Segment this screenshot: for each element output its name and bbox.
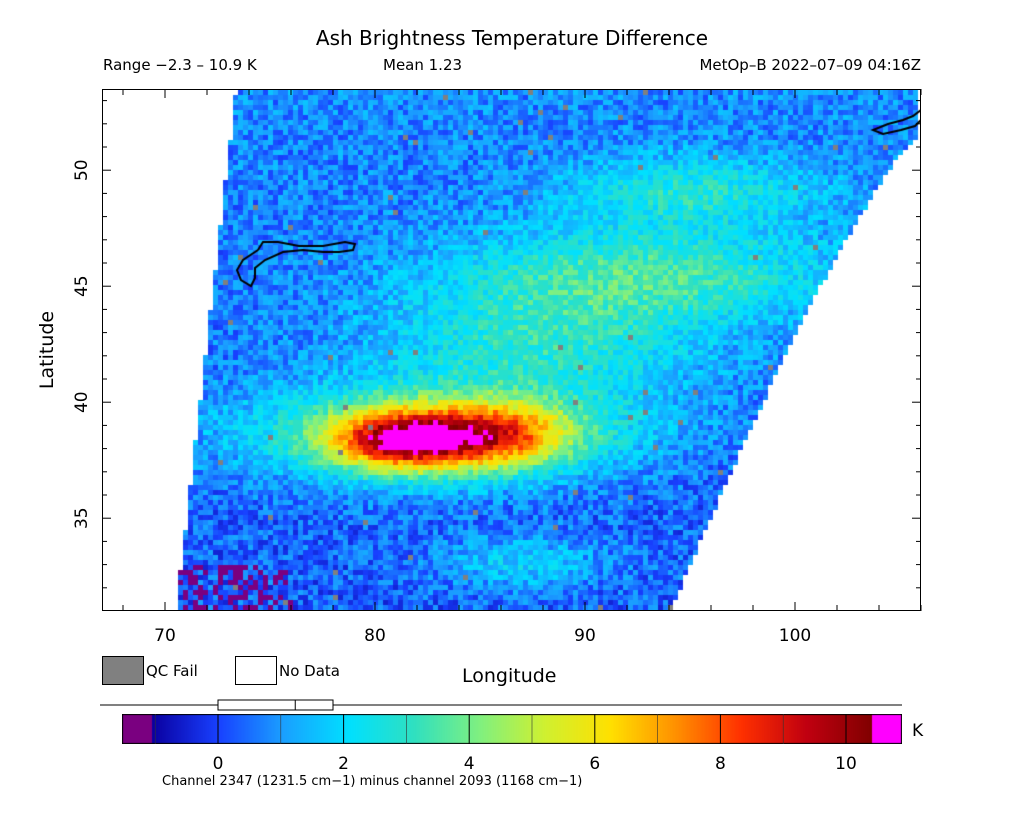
channel-footnote: Channel 2347 (1231.5 cm−1) minus channel… bbox=[162, 774, 583, 789]
colorbar-tick-label-0: 0 bbox=[213, 754, 224, 774]
chart-title: Ash Brightness Temperature Difference bbox=[315, 26, 709, 50]
colorbar-tick-label-10: 10 bbox=[835, 754, 857, 774]
y-tick-label-50: 50 bbox=[72, 159, 92, 181]
no-data-label: No Data bbox=[279, 662, 340, 680]
x-axis-label: Longitude bbox=[462, 665, 557, 687]
colorbar-tick-label-4: 4 bbox=[464, 754, 475, 774]
colorbar-tick-label-2: 2 bbox=[338, 754, 349, 774]
y-tick-label-40: 40 bbox=[72, 391, 92, 413]
range-box bbox=[217, 699, 334, 711]
mean-text: Mean 1.23 bbox=[383, 56, 463, 74]
x-tick-label-80: 80 bbox=[364, 626, 386, 646]
x-tick-label-100: 100 bbox=[779, 626, 811, 646]
qc-fail-swatch bbox=[102, 656, 144, 685]
no-data-swatch bbox=[235, 656, 277, 685]
colorbar-tick-label-8: 8 bbox=[715, 754, 726, 774]
mean-range-marker bbox=[100, 699, 902, 711]
satellite-text: MetOp–B 2022–07–09 04:16Z bbox=[699, 56, 921, 74]
colorbar bbox=[122, 714, 902, 744]
colorbar-tick-label-6: 6 bbox=[589, 754, 600, 774]
qc-fail-label: QC Fail bbox=[146, 662, 198, 680]
y-tick-label-45: 45 bbox=[72, 275, 92, 297]
range-text: Range −2.3 – 10.9 K bbox=[103, 56, 257, 74]
x-tick-label-90: 90 bbox=[574, 626, 596, 646]
plot-frame bbox=[102, 89, 921, 611]
x-tick-label-70: 70 bbox=[154, 626, 176, 646]
colorbar-unit: K bbox=[912, 721, 924, 741]
y-tick-label-35: 35 bbox=[72, 507, 92, 529]
ash-btd-heatmap bbox=[103, 90, 920, 610]
